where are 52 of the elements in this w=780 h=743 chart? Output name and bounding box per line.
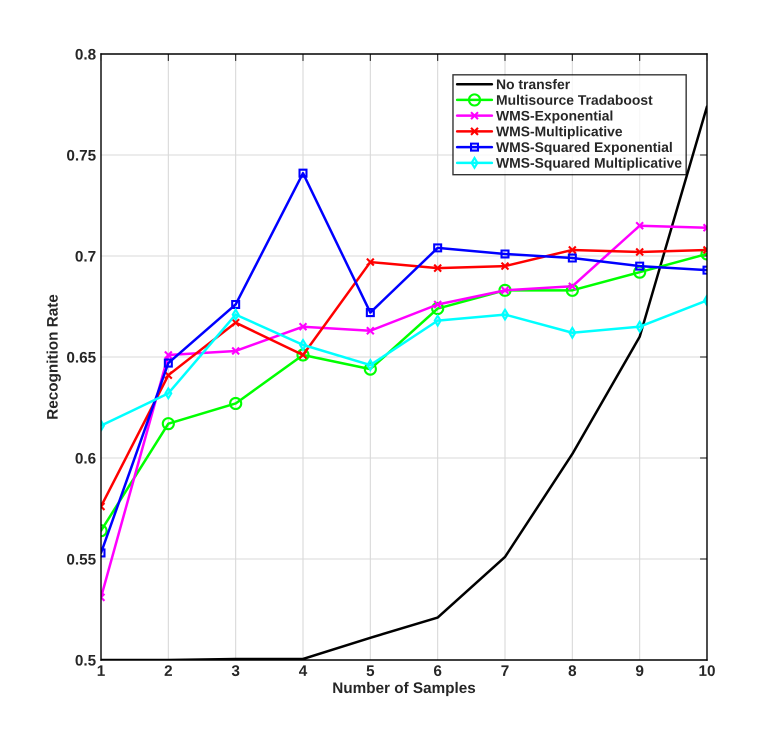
x-tick-label: 6: [434, 665, 442, 676]
point: [433, 243, 442, 252]
point: [433, 264, 442, 273]
point: [633, 266, 646, 279]
point: [229, 396, 242, 410]
point: [164, 370, 173, 380]
point: [231, 300, 240, 309]
point: [568, 245, 577, 254]
point: [366, 326, 375, 336]
x-tick-label: 9: [636, 665, 644, 676]
y-tick-label: 0.75: [67, 150, 96, 161]
point: [500, 262, 510, 271]
x-tick-label: 2: [164, 665, 172, 676]
y-tick-label: 0.6: [76, 452, 96, 464]
point: [568, 254, 577, 263]
legend-label: WMS-Multiplicative: [496, 126, 622, 140]
legend-label: WMS-Squared Exponential: [496, 142, 672, 155]
point: [164, 358, 173, 368]
y-tick-label: 0.7: [76, 250, 96, 262]
legend-label: WMS-Exponential: [496, 110, 612, 124]
point: [431, 302, 444, 316]
x-axis-title: Number of Samples: [333, 682, 476, 696]
x-tick-label: 3: [232, 665, 240, 676]
x-tick-label: 10: [699, 665, 715, 676]
x-tick-label: 4: [298, 665, 308, 676]
x-tick-label: 8: [568, 665, 576, 676]
point: [231, 318, 240, 328]
point: [635, 262, 644, 271]
legend-label: No transfer: [496, 79, 570, 90]
y-tick-label: 0.65: [67, 352, 96, 363]
point: [635, 247, 644, 256]
point: [162, 417, 175, 430]
y-tick-label: 0.5: [76, 654, 96, 666]
point: [364, 362, 377, 376]
point: [298, 322, 308, 332]
point: [296, 348, 310, 362]
x-tick-label: 1: [98, 665, 105, 676]
y-tick-label: 0.8: [76, 48, 96, 60]
point: [566, 284, 579, 297]
point: [231, 346, 240, 356]
point: [366, 258, 375, 267]
point: [366, 308, 375, 318]
x-tick-label: 5: [366, 665, 374, 676]
point: [164, 350, 173, 360]
legend-label: Multisource Tradaboost: [496, 94, 653, 105]
point: [500, 249, 510, 258]
y-axis-title: Recognition Rate: [46, 294, 61, 419]
point: [298, 168, 308, 178]
y-tick-label: 0.55: [67, 554, 96, 565]
legend-label: WMS-Squared Multiplicative: [496, 158, 682, 171]
point: [635, 221, 644, 230]
x-tick-label: 7: [501, 665, 509, 676]
